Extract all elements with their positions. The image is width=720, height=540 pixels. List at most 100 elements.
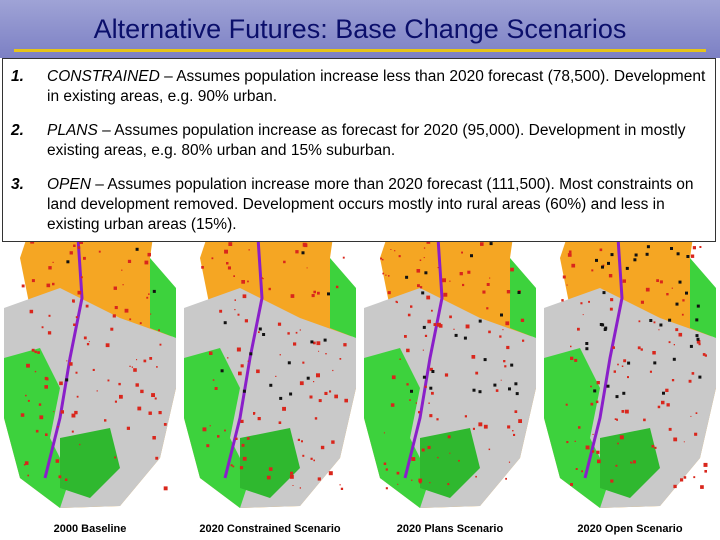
map-development-speck xyxy=(471,355,476,359)
map-development-speck xyxy=(566,441,569,444)
map-development-speck xyxy=(424,385,427,388)
map-development-speck xyxy=(335,285,339,289)
map-new-development-speck xyxy=(489,242,493,246)
map-development-speck xyxy=(47,331,52,335)
map-development-speck xyxy=(21,284,25,288)
scenario-dash: – xyxy=(159,68,177,85)
map-development-speck xyxy=(344,398,348,403)
map-development-speck xyxy=(449,452,451,454)
map-development-speck xyxy=(24,461,29,465)
map-new-development-speck xyxy=(622,391,626,395)
map-new-development-speck xyxy=(599,323,603,326)
map-development-speck xyxy=(135,383,139,387)
map-development-speck xyxy=(277,322,282,326)
map-development-speck xyxy=(504,365,507,368)
map-development-speck xyxy=(665,388,669,392)
map-development-speck xyxy=(649,370,652,373)
map-development-speck xyxy=(150,313,152,315)
map-development-speck xyxy=(615,464,618,467)
map-new-development-speck xyxy=(676,252,680,256)
map-development-speck xyxy=(574,440,576,442)
map-development-speck xyxy=(340,487,344,490)
map-development-speck xyxy=(154,397,157,400)
map-development-speck xyxy=(574,358,578,362)
map-development-speck xyxy=(105,343,110,348)
map-new-development-speck xyxy=(223,321,227,325)
map-development-speck xyxy=(295,331,298,334)
map-new-development-speck xyxy=(686,255,690,258)
map-development-speck xyxy=(77,290,82,295)
map-development-speck xyxy=(126,426,130,430)
map-development-speck xyxy=(429,367,433,371)
map-development-speck xyxy=(475,371,479,375)
map-development-speck xyxy=(247,360,249,362)
scenario-dash: – xyxy=(97,122,115,139)
map-development-speck xyxy=(146,296,149,299)
map-development-speck xyxy=(380,257,382,260)
map-development-speck xyxy=(506,345,510,350)
map-development-speck xyxy=(602,264,605,267)
map-development-speck xyxy=(489,277,491,279)
map-development-speck xyxy=(299,329,301,331)
map-development-speck xyxy=(113,286,117,290)
map-development-speck xyxy=(152,436,156,440)
map-development-speck xyxy=(233,275,235,277)
map-development-speck xyxy=(240,364,244,368)
map-development-speck xyxy=(513,433,516,436)
map-development-speck xyxy=(339,484,341,486)
map-development-speck xyxy=(433,323,437,326)
map-development-speck xyxy=(522,339,525,342)
map-development-speck xyxy=(64,478,68,481)
map-development-speck xyxy=(385,487,388,490)
map-new-development-speck xyxy=(585,347,589,351)
map-development-speck xyxy=(597,459,601,464)
map-development-speck xyxy=(423,257,425,259)
map-development-speck xyxy=(136,359,138,361)
map-development-speck xyxy=(227,357,229,359)
map-region-forest-east xyxy=(690,258,716,338)
map-development-speck xyxy=(69,251,73,255)
map-development-speck xyxy=(404,335,407,338)
map-development-speck xyxy=(503,360,506,363)
map-new-development-speck xyxy=(603,328,607,331)
map-new-development-speck xyxy=(517,291,521,294)
map-development-speck xyxy=(107,379,110,382)
map-development-speck xyxy=(302,454,305,457)
map-development-speck xyxy=(23,463,26,466)
map-development-speck xyxy=(651,444,655,448)
map-development-speck xyxy=(617,363,619,366)
map-development-speck xyxy=(683,476,687,479)
map-development-speck xyxy=(411,457,416,461)
map-development-speck xyxy=(588,300,590,303)
map-development-speck xyxy=(382,258,384,261)
map-development-speck xyxy=(299,487,301,489)
map-new-development-speck xyxy=(593,389,597,393)
map-new-development-speck xyxy=(424,271,428,275)
map-development-speck xyxy=(241,280,245,284)
map-development-speck xyxy=(230,464,233,467)
map-development-speck xyxy=(261,277,263,279)
map-development-speck xyxy=(702,353,706,356)
map-development-speck xyxy=(643,418,646,422)
map-development-speck xyxy=(575,468,578,470)
map-development-speck xyxy=(309,395,313,399)
map-new-development-speck xyxy=(310,340,314,344)
map-development-speck xyxy=(26,363,30,368)
map-development-speck xyxy=(442,278,446,283)
map-development-speck xyxy=(39,415,44,420)
map-development-speck xyxy=(500,379,502,381)
map-development-speck xyxy=(499,335,502,338)
map-new-development-speck xyxy=(301,251,305,255)
scenario-text: Assumes population increase as forecast … xyxy=(47,122,686,159)
map-development-speck xyxy=(151,393,155,397)
map-new-development-speck xyxy=(323,338,327,342)
map-development-speck xyxy=(658,329,660,331)
map-development-speck xyxy=(293,342,297,346)
map-development-speck xyxy=(227,266,231,270)
map-development-speck xyxy=(310,457,313,460)
map-development-speck xyxy=(591,269,594,272)
map-development-speck xyxy=(92,368,95,371)
map-development-speck xyxy=(388,275,390,277)
map-development-speck xyxy=(696,340,701,344)
map-development-speck xyxy=(149,357,153,360)
